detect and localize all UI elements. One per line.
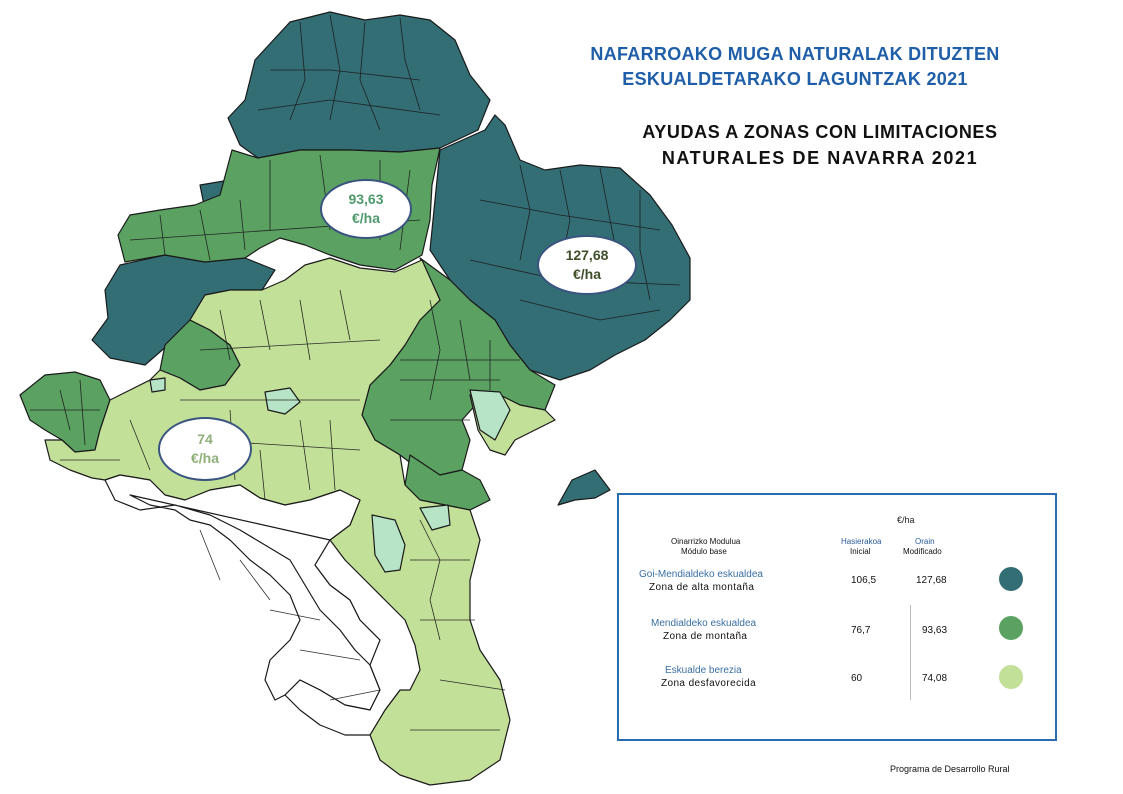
legend-row-alta-name-es: Zona de alta montaña xyxy=(649,582,755,593)
legend-row-montana-modified: 93,63 xyxy=(922,625,948,636)
legend-col-initial-eu: Hasierakoa xyxy=(841,537,882,546)
region-alta-islet xyxy=(557,469,611,506)
legend-row-montana-initial: 76,7 xyxy=(851,625,871,636)
legend-color-alta-montana xyxy=(999,567,1023,591)
legend-row-desf-modified: 74,08 xyxy=(922,673,948,684)
legend-row-montana-name-eu: Mendialdeko eskualdea xyxy=(651,618,757,629)
legend-color-montana xyxy=(999,616,1023,640)
region-mint-3 xyxy=(371,514,406,573)
legend-separator xyxy=(910,605,911,700)
region-excluded-south xyxy=(104,474,381,711)
legend-row-montana-name-es: Zona de montaña xyxy=(663,631,748,642)
title-basque: NAFARROAKO MUGA NATURALAK DITUZTEN ESKUA… xyxy=(590,44,1000,89)
legend-col-modified-es: Modificado xyxy=(903,547,942,556)
map-regions xyxy=(19,11,691,786)
legend-color-desfavorecida xyxy=(999,665,1023,689)
legend-unit: €/ha xyxy=(897,515,915,525)
legend-row-alta-name-eu: Goi-Mendialdeko eskualdea xyxy=(639,569,763,580)
label-bubble-desfavorecida: 74 €/ha xyxy=(158,417,252,481)
legend-row-alta-initial: 106,5 xyxy=(851,575,877,586)
region-montana-west xyxy=(19,371,111,453)
legend-table: €/ha Oinarrizko Modulua Módulo base Hasi… xyxy=(617,493,1057,741)
legend-col-initial-es: Inicial xyxy=(850,547,871,556)
legend-row-desf-name-eu: Eskualde berezia xyxy=(665,665,742,676)
legend-col-base-es: Módulo base xyxy=(681,547,727,556)
label-bubble-alta-montana: 127,68 €/ha xyxy=(537,235,637,295)
region-alta-north xyxy=(227,11,491,159)
region-mint-2 xyxy=(469,389,511,441)
label-bubble-montana: 93,63 €/ha xyxy=(320,179,412,239)
region-mint-4 xyxy=(419,504,451,531)
legend-row-desf-initial: 60 xyxy=(851,673,863,684)
legend-row-alta-modified: 127,68 xyxy=(916,575,947,586)
legend-row-desf-name-es: Zona desfavorecida xyxy=(661,678,757,689)
legend-col-base-eu: Oinarrizko Modulua xyxy=(671,537,741,546)
region-montana-north xyxy=(117,147,441,271)
footer-program: Programa de Desarrollo Rural xyxy=(890,764,1010,774)
title-spanish: AYUDAS A ZONAS CON LIMITACIONES NATURALE… xyxy=(642,122,998,168)
region-excluded-ribera xyxy=(284,539,421,736)
region-mint-5 xyxy=(149,377,166,393)
region-mint-1 xyxy=(264,387,301,415)
legend-col-modified-eu: Orain xyxy=(915,537,935,546)
